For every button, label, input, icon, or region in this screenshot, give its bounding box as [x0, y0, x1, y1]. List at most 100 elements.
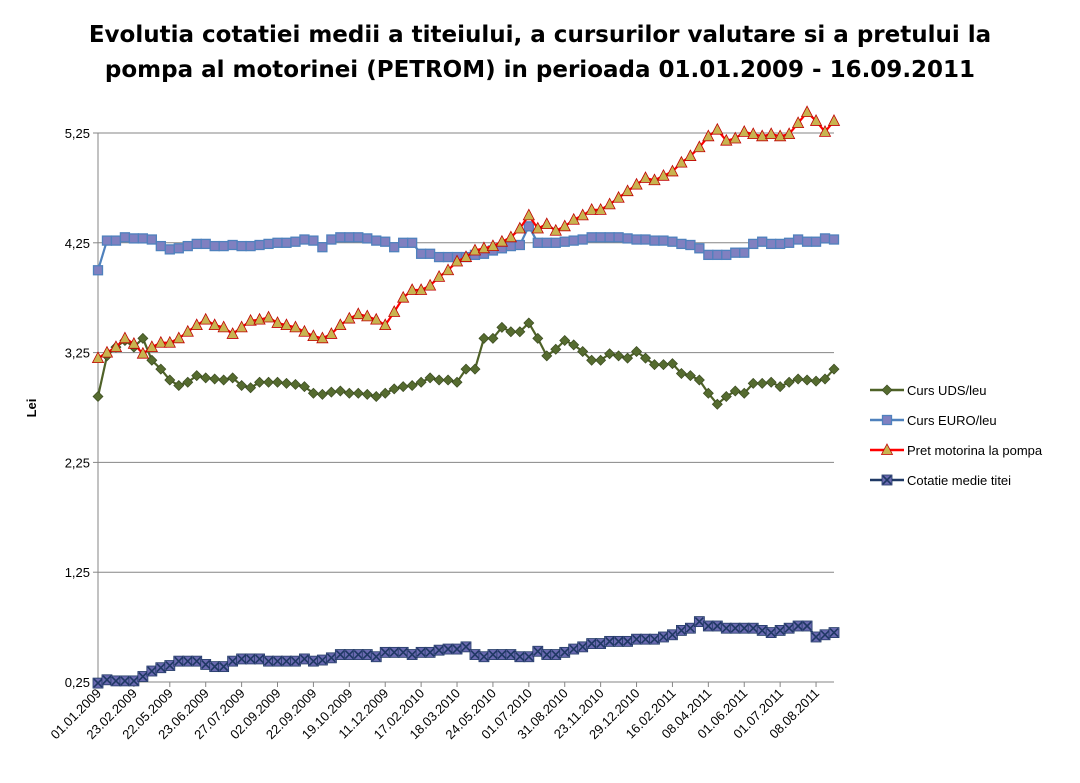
- data-point: [137, 332, 149, 344]
- data-point: [173, 380, 185, 392]
- data-point: [389, 242, 400, 253]
- data-point: [414, 283, 428, 295]
- data-point: [631, 234, 642, 245]
- data-point: [308, 655, 319, 667]
- data-point: [774, 238, 786, 250]
- legend-swatch-marker: [881, 384, 893, 396]
- legend-item: Pret motorina la pompa: [870, 443, 1043, 458]
- data-point: [307, 329, 320, 342]
- data-point: [738, 125, 751, 137]
- point-cross: [551, 649, 561, 660]
- data-point: [576, 208, 589, 221]
- data-point: [819, 629, 831, 641]
- data-point: [792, 234, 804, 245]
- data-point: [200, 372, 212, 384]
- data-point: [423, 278, 437, 291]
- data-point: [388, 646, 400, 658]
- axes: [97, 133, 834, 683]
- data-point: [478, 332, 490, 344]
- data-point: [442, 374, 454, 386]
- data-point: [541, 237, 552, 248]
- point-cross: [578, 642, 588, 652]
- point-cross: [775, 625, 785, 635]
- point-cross: [353, 649, 363, 660]
- data-point: [703, 249, 714, 261]
- data-point: [631, 346, 643, 357]
- point-cross: [237, 654, 247, 664]
- data-point: [164, 660, 176, 671]
- data-point: [693, 374, 705, 386]
- point-cross: [470, 649, 480, 660]
- data-point: [559, 236, 570, 247]
- data-point: [739, 247, 750, 258]
- data-point: [235, 320, 248, 333]
- data-point: [684, 622, 696, 634]
- data-point: [702, 129, 715, 142]
- data-point: [343, 311, 356, 324]
- data-point: [559, 646, 571, 658]
- data-point: [640, 234, 651, 245]
- data-point: [658, 235, 669, 246]
- y-axis-label: Lei: [24, 399, 39, 418]
- point-cross: [120, 676, 130, 686]
- y-tick-label: 5,25: [65, 126, 90, 141]
- point-cross: [102, 675, 112, 685]
- data-point: [684, 370, 696, 382]
- data-point: [290, 236, 301, 247]
- data-point: [514, 651, 526, 663]
- data-point: [729, 622, 741, 634]
- data-point: [370, 391, 382, 403]
- data-point: [371, 235, 382, 246]
- data-point: [370, 312, 383, 325]
- data-point: [801, 236, 813, 247]
- data-point: [496, 649, 508, 660]
- data-point: [433, 251, 445, 263]
- data-point: [137, 233, 149, 244]
- point-cross: [667, 630, 678, 640]
- data-point: [747, 377, 759, 389]
- data-point: [666, 164, 679, 177]
- data-point: [549, 223, 562, 236]
- data-point: [91, 351, 105, 363]
- data-point: [146, 234, 158, 245]
- data-point: [676, 624, 687, 636]
- point-cross: [246, 654, 256, 664]
- data-point: [469, 363, 481, 375]
- data-point: [100, 345, 114, 358]
- data-point: [666, 358, 678, 370]
- data-point: [766, 238, 777, 250]
- data-point: [783, 237, 795, 248]
- data-point: [200, 659, 212, 670]
- data-point: [765, 127, 778, 139]
- series-1: [92, 221, 840, 276]
- data-point: [244, 313, 257, 326]
- point-cross: [515, 652, 525, 662]
- data-point: [163, 335, 176, 348]
- point-cross: [219, 662, 229, 672]
- data-point: [577, 234, 588, 245]
- data-point: [325, 327, 338, 339]
- data-point: [505, 326, 517, 338]
- data-point: [711, 620, 723, 632]
- data-point: [146, 354, 158, 366]
- data-point: [756, 377, 768, 389]
- data-point: [343, 387, 355, 399]
- y-axis-ticks: 0,25 1,25 2,25 3,25 4,25 5,25: [65, 126, 98, 690]
- data-point: [568, 643, 580, 655]
- data-point: [702, 620, 714, 632]
- data-point: [505, 649, 517, 660]
- point-cross: [587, 639, 597, 649]
- data-point: [164, 244, 175, 255]
- point-cross: [685, 623, 695, 633]
- data-point: [513, 221, 527, 234]
- y-tick-label: 3,25: [65, 346, 90, 361]
- data-point: [622, 635, 633, 647]
- point-cross: [676, 625, 686, 635]
- point-cross: [569, 644, 579, 654]
- data-point: [514, 326, 526, 338]
- data-point: [792, 373, 804, 385]
- data-point: [227, 239, 238, 251]
- point-cross: [497, 649, 507, 660]
- data-point: [613, 232, 624, 243]
- data-point: [441, 263, 455, 276]
